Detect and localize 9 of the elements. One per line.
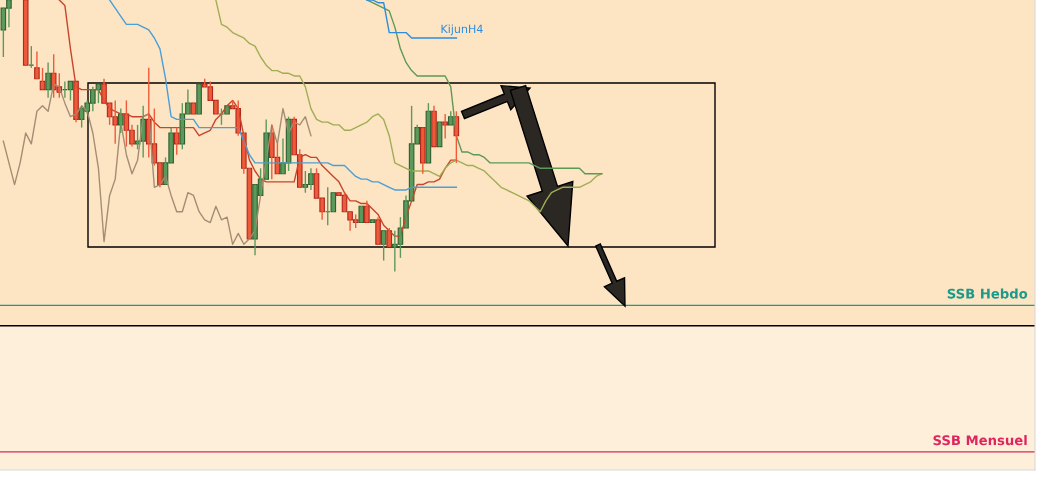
candlestick	[436, 121, 443, 148]
ref-line-label: SSB Hebdo	[947, 288, 1028, 299]
ref-line-label: SSB Mensuel	[933, 434, 1027, 446]
candlestick	[386, 227, 393, 248]
candlestick	[420, 126, 426, 175]
candlestick	[442, 113, 448, 140]
series-label: KijunH4	[441, 24, 483, 36]
candlestick	[22, 0, 29, 66]
candlestick	[196, 83, 202, 115]
